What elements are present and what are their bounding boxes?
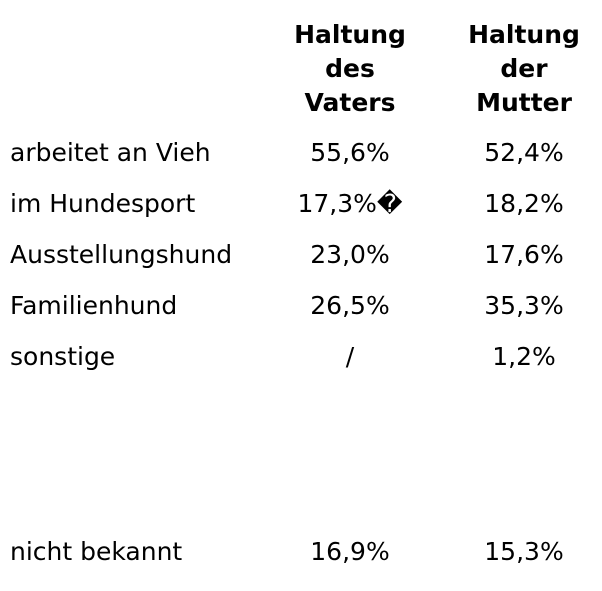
cell: 16,9% <box>310 537 390 566</box>
cell: 23,0% <box>310 240 390 269</box>
row-label: sonstige <box>10 342 116 371</box>
cell: 17,6% <box>484 240 564 269</box>
cell: 15,3% <box>484 537 564 566</box>
row-label: im Hundesport <box>10 189 196 218</box>
column-header: Haltung der Mutter <box>468 20 580 117</box>
cell: 17,3%� <box>297 189 403 218</box>
column-header: Haltung des Vaters <box>294 20 406 117</box>
cell: 1,2% <box>492 342 556 371</box>
row-label: Ausstellungshund <box>10 240 233 269</box>
row-label: nicht bekannt <box>10 537 183 566</box>
cell: 26,5% <box>310 291 390 320</box>
cell: 18,2% <box>484 189 564 218</box>
row-label: arbeitet an Vieh <box>10 138 211 167</box>
cell: / <box>345 342 355 371</box>
cell: 55,6% <box>310 138 390 167</box>
row-label: Familienhund <box>10 291 178 320</box>
cell: 35,3% <box>484 291 564 320</box>
cell: 52,4% <box>484 138 564 167</box>
